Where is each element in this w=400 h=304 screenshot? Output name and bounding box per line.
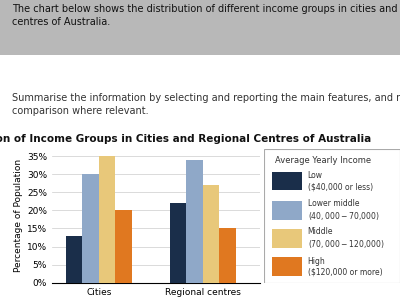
Bar [203,185,220,283]
Bar [272,257,302,276]
Text: Middle
($70,000-$120,000): Middle ($70,000-$120,000) [308,227,384,250]
Text: Summarise the information by selecting and reporting the main features, and make: Summarise the information by selecting a… [12,93,400,116]
Bar [116,210,132,283]
Text: High
($120,000 or more): High ($120,000 or more) [308,257,382,277]
FancyBboxPatch shape [264,149,400,283]
Bar [186,160,203,283]
Text: The chart below shows the distribution of different income groups in cities and : The chart below shows the distribution o… [12,4,400,27]
Bar [272,201,302,220]
Bar [272,229,302,248]
Text: Lower middle
($40,000-$70,000): Lower middle ($40,000-$70,000) [308,199,379,222]
Bar [66,236,82,283]
Bar [99,156,116,283]
Bar [220,229,236,283]
Text: Low
($40,000 or less): Low ($40,000 or less) [308,171,373,191]
Bar [82,174,99,283]
Text: Average Yearly Income: Average Yearly Income [275,156,371,165]
Bar [272,172,302,190]
Title: Distribution of Income Groups in Cities and Regional Centres of Australia: Distribution of Income Groups in Cities … [0,134,372,144]
Y-axis label: Percentage of Population: Percentage of Population [14,159,23,272]
FancyBboxPatch shape [0,0,400,55]
Bar [170,203,186,283]
